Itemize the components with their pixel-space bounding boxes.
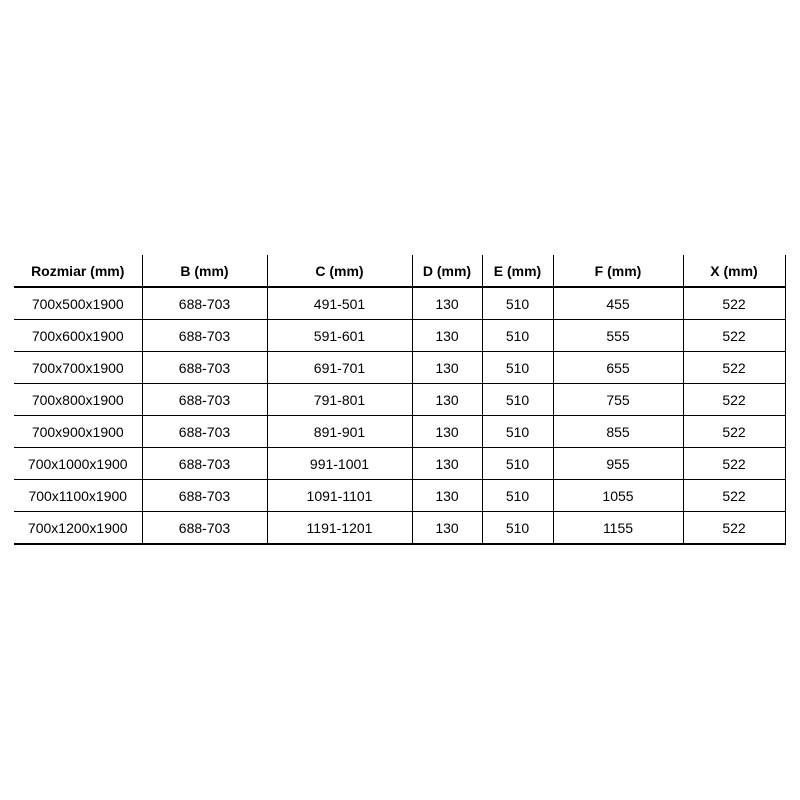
cell-f: 1055	[553, 479, 684, 512]
cell-d: 130	[412, 319, 483, 352]
cell-b: 688-703	[142, 383, 268, 416]
cell-b: 688-703	[142, 479, 268, 512]
column-header-f: F (mm)	[553, 255, 684, 288]
cell-e: 510	[482, 287, 554, 320]
cell-x: 522	[683, 447, 786, 480]
cell-e: 510	[482, 479, 554, 512]
header-row: Rozmiar (mm) B (mm) C (mm) D (mm) E (mm)…	[14, 255, 786, 288]
dimensions-spec-table: Rozmiar (mm) B (mm) C (mm) D (mm) E (mm)…	[14, 255, 786, 545]
cell-e: 510	[482, 383, 554, 416]
cell-c: 491-501	[267, 287, 413, 320]
cell-x: 522	[683, 319, 786, 352]
cell-f: 955	[553, 447, 684, 480]
cell-d: 130	[412, 383, 483, 416]
cell-d: 130	[412, 351, 483, 384]
cell-rozmiar: 700x1100x1900	[14, 479, 143, 512]
cell-rozmiar: 700x600x1900	[14, 319, 143, 352]
cell-e: 510	[482, 319, 554, 352]
cell-c: 991-1001	[267, 447, 413, 480]
cell-c: 1191-1201	[267, 511, 413, 545]
cell-f: 655	[553, 351, 684, 384]
cell-e: 510	[482, 511, 554, 545]
cell-x: 522	[683, 287, 786, 320]
table-row: 700x900x1900 688-703 891-901 130 510 855…	[14, 415, 786, 448]
cell-f: 555	[553, 319, 684, 352]
cell-f: 855	[553, 415, 684, 448]
cell-c: 891-901	[267, 415, 413, 448]
cell-b: 688-703	[142, 415, 268, 448]
table-row: 700x800x1900 688-703 791-801 130 510 755…	[14, 383, 786, 416]
table-row: 700x500x1900 688-703 491-501 130 510 455…	[14, 287, 786, 320]
cell-rozmiar: 700x1200x1900	[14, 511, 143, 545]
cell-f: 455	[553, 287, 684, 320]
column-header-c: C (mm)	[267, 255, 413, 288]
cell-e: 510	[482, 351, 554, 384]
cell-x: 522	[683, 383, 786, 416]
cell-d: 130	[412, 511, 483, 545]
column-header-d: D (mm)	[412, 255, 483, 288]
cell-b: 688-703	[142, 287, 268, 320]
cell-b: 688-703	[142, 319, 268, 352]
cell-f: 1155	[553, 511, 684, 545]
cell-d: 130	[412, 479, 483, 512]
table-row: 700x1200x1900 688-703 1191-1201 130 510 …	[14, 511, 786, 545]
column-header-b: B (mm)	[142, 255, 268, 288]
cell-c: 591-601	[267, 319, 413, 352]
cell-rozmiar: 700x900x1900	[14, 415, 143, 448]
cell-e: 510	[482, 415, 554, 448]
cell-d: 130	[412, 447, 483, 480]
table-row: 700x600x1900 688-703 591-601 130 510 555…	[14, 319, 786, 352]
table-row: 700x1100x1900 688-703 1091-1101 130 510 …	[14, 479, 786, 512]
cell-f: 755	[553, 383, 684, 416]
cell-b: 688-703	[142, 511, 268, 545]
column-header-x: X (mm)	[683, 255, 786, 288]
cell-x: 522	[683, 479, 786, 512]
table-row: 700x700x1900 688-703 691-701 130 510 655…	[14, 351, 786, 384]
column-header-rozmiar: Rozmiar (mm)	[14, 255, 143, 288]
cell-rozmiar: 700x700x1900	[14, 351, 143, 384]
cell-rozmiar: 700x1000x1900	[14, 447, 143, 480]
cell-c: 691-701	[267, 351, 413, 384]
cell-x: 522	[683, 511, 786, 545]
cell-x: 522	[683, 351, 786, 384]
cell-e: 510	[482, 447, 554, 480]
cell-d: 130	[412, 415, 483, 448]
cell-rozmiar: 700x500x1900	[14, 287, 143, 320]
cell-c: 1091-1101	[267, 479, 413, 512]
cell-d: 130	[412, 287, 483, 320]
cell-b: 688-703	[142, 447, 268, 480]
table-row: 700x1000x1900 688-703 991-1001 130 510 9…	[14, 447, 786, 480]
cell-c: 791-801	[267, 383, 413, 416]
cell-b: 688-703	[142, 351, 268, 384]
column-header-e: E (mm)	[482, 255, 554, 288]
cell-x: 522	[683, 415, 786, 448]
cell-rozmiar: 700x800x1900	[14, 383, 143, 416]
